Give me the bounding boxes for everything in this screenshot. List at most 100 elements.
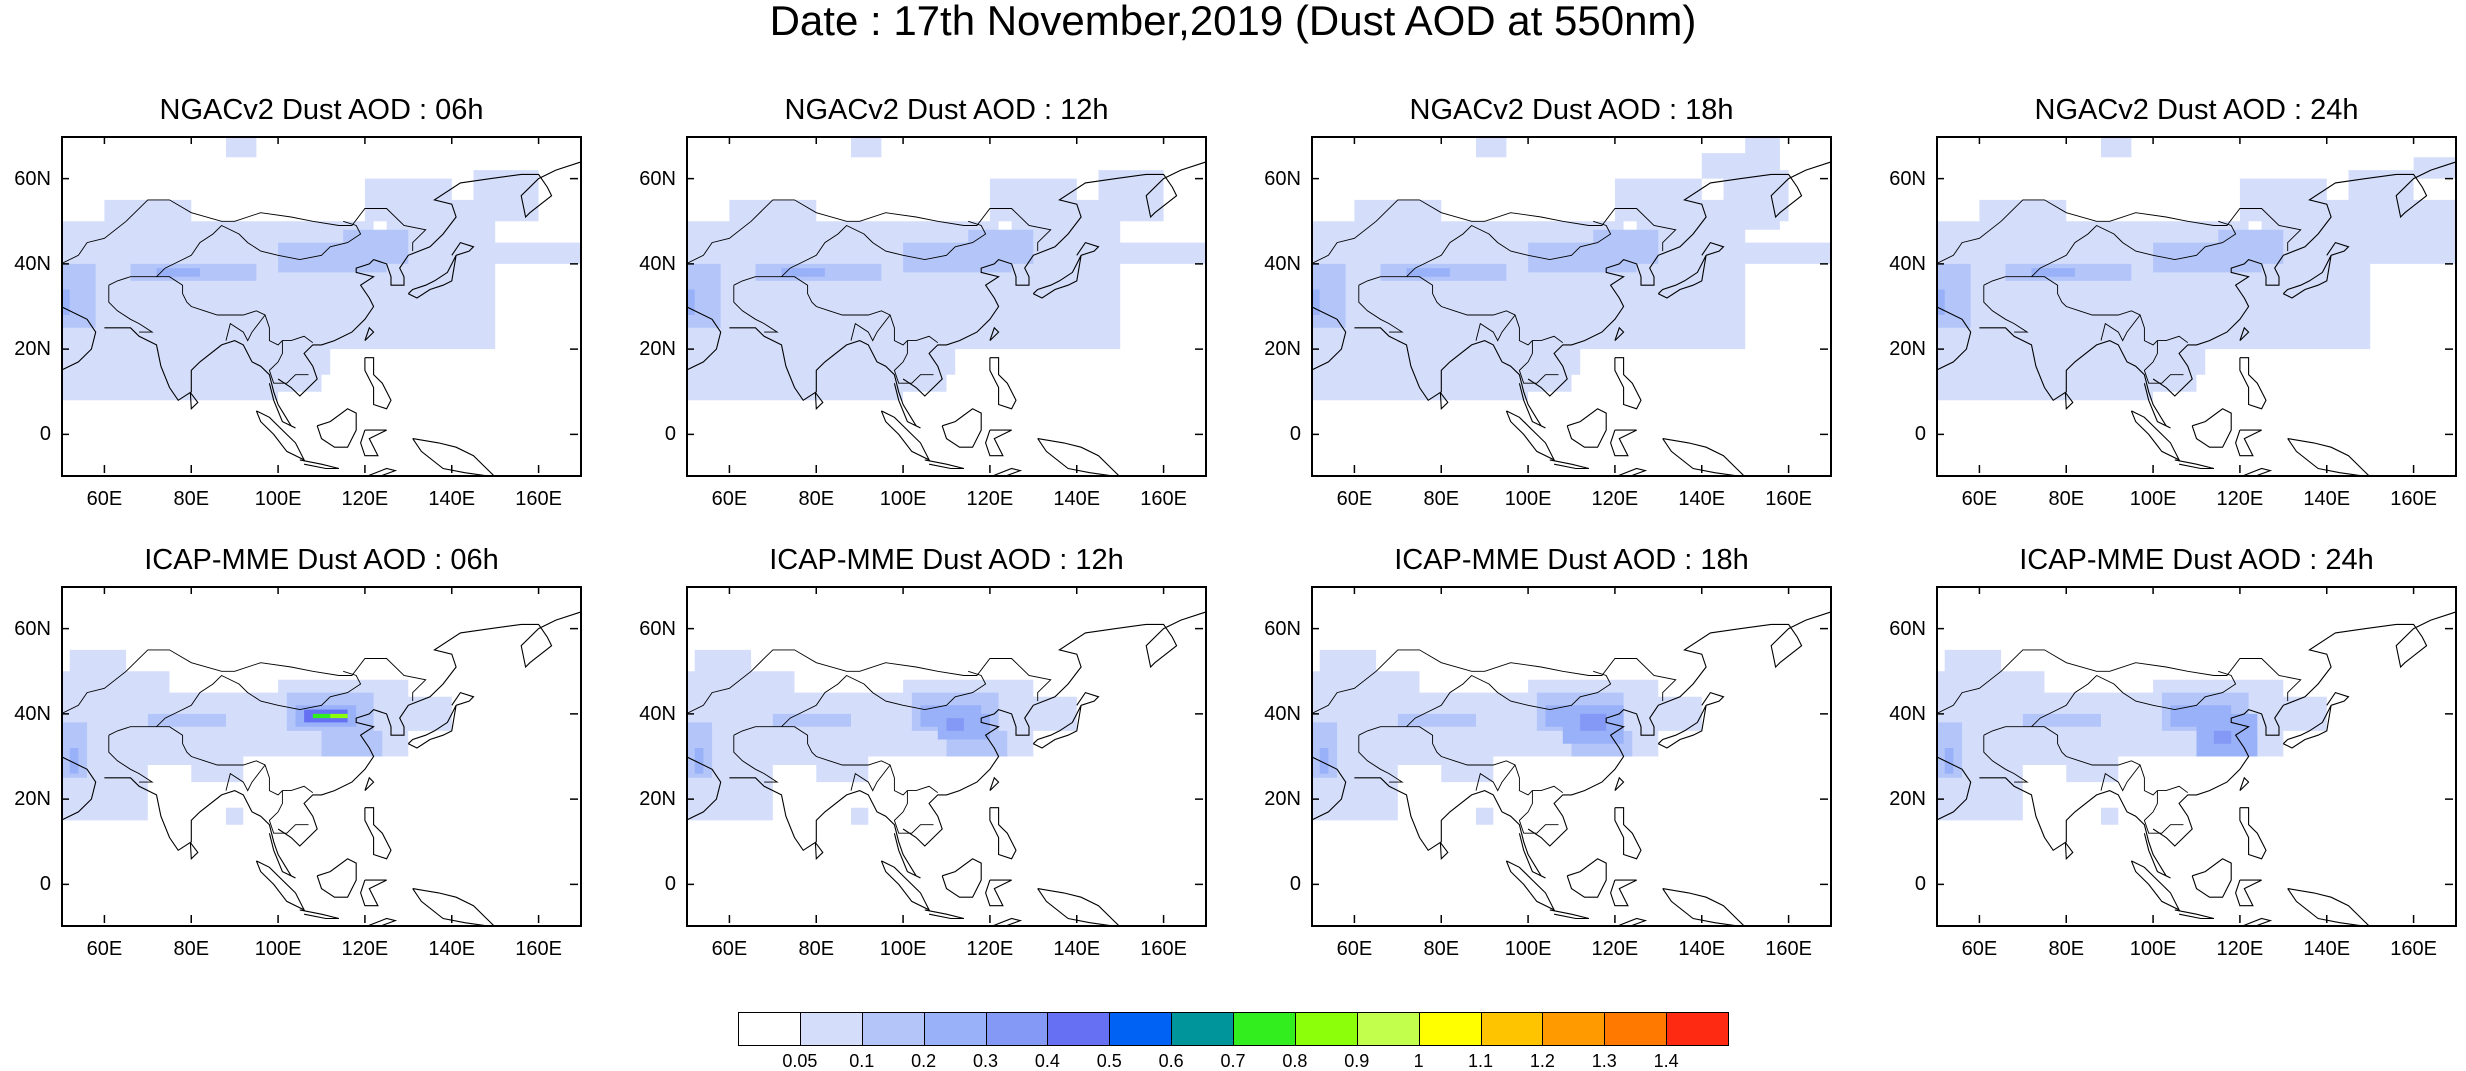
lon-tick-label: 160E (1765, 938, 1812, 960)
colorbar-label: 0.2 (911, 1051, 937, 1071)
coastline (1938, 306, 1972, 371)
coastline (1439, 842, 1449, 861)
coastline (1618, 917, 1648, 925)
lon-tick-label: 60E (1961, 488, 1998, 510)
colorbar-label: 0.3 (972, 1051, 999, 1071)
lat-tick-label: 60N (14, 167, 51, 190)
coastline (451, 691, 475, 706)
lon-tick-label: 140E (1053, 938, 1101, 960)
coastline (729, 777, 921, 879)
panel-title: ICAP-MME Dust AOD : 18h (1394, 544, 1749, 576)
lon-tick-label: 120E (341, 488, 389, 510)
dust-aod-map (1938, 138, 2455, 475)
country-border (108, 735, 154, 783)
coastline (985, 879, 1012, 907)
coastline (989, 807, 1017, 860)
coastline (924, 909, 965, 920)
lon-tick-label: 160E (515, 488, 562, 510)
coastline (2064, 392, 2074, 411)
country-border (1983, 735, 2029, 783)
country-border (63, 199, 427, 264)
coastline (2282, 255, 2332, 299)
coastline (63, 306, 97, 371)
colorbar-box (799, 1012, 863, 1046)
colorbar-box (861, 1012, 925, 1046)
coastline (1076, 241, 1100, 256)
panel-title: NGACv2 Dust AOD : 18h (1409, 94, 1734, 126)
colorbar-label: 1.4 (1653, 1051, 1679, 1071)
country-border (1475, 314, 1516, 342)
lat-tick-label: 20N (1889, 788, 1926, 811)
lat-tick-label: 20N (639, 338, 676, 361)
coastline (1527, 611, 1830, 847)
coastline (255, 860, 306, 912)
coastline (2243, 467, 2273, 475)
coastline (1354, 327, 1546, 429)
country-border (893, 340, 934, 384)
coastline (1662, 888, 1744, 925)
colorbar-label: 0.05 (782, 1051, 818, 1071)
colorbar-box (1233, 1012, 1296, 1046)
lon-tick-label: 140E (428, 488, 476, 510)
lon-tick-label: 100E (1504, 488, 1552, 510)
lon-tick-label: 80E (173, 938, 210, 960)
country-border (893, 790, 934, 834)
colorbar-box (985, 1012, 1049, 1046)
lon-tick-label: 160E (1140, 938, 1187, 960)
country-border (1313, 649, 1677, 714)
colorbar-box (1171, 1012, 1234, 1046)
lat-tick-label: 20N (14, 788, 51, 811)
lat-tick-label: 20N (14, 338, 51, 361)
aod-shading-level-4 (1580, 713, 1607, 731)
aod-shading-level-1 (63, 649, 452, 825)
aod-shading-level-1 (688, 649, 1077, 825)
lon-tick-label: 120E (2216, 938, 2264, 960)
lon-tick-label: 120E (966, 488, 1014, 510)
coastline (993, 917, 1023, 925)
lon-tick-label: 160E (1140, 488, 1187, 510)
coastline (1549, 909, 1590, 920)
lon-tick-label: 120E (1591, 938, 1639, 960)
coastline (1614, 807, 1642, 860)
lat-tick-label: 40N (639, 702, 676, 725)
lon-tick-label: 160E (515, 938, 562, 960)
coastline (360, 879, 387, 907)
coastline (277, 611, 580, 847)
country-border (268, 790, 309, 834)
country-border (1313, 199, 1677, 264)
coastline (1566, 408, 1607, 448)
lat-tick-label: 40N (1889, 702, 1926, 725)
coastline (1938, 756, 1972, 821)
country-border (688, 649, 1052, 714)
colorbar-box (1666, 1012, 1729, 1046)
lon-tick-label: 100E (254, 488, 302, 510)
lon-tick-label: 160E (1765, 488, 1812, 510)
aod-shading-level-3 (1319, 705, 1624, 774)
coastline (902, 611, 1205, 847)
lat-tick-label: 40N (1889, 252, 1926, 275)
coastline (993, 467, 1023, 475)
map-frame (1311, 586, 1832, 927)
coastline (2235, 879, 2262, 907)
country-border (1358, 735, 1404, 783)
country-border (1983, 726, 2189, 796)
colorbar-box (1480, 1012, 1544, 1046)
coastline (2326, 691, 2350, 706)
coastline (924, 459, 965, 470)
coastline (2326, 241, 2350, 256)
dust-aod-map (688, 138, 1205, 475)
coastline (255, 410, 306, 462)
lat-tick-label: 60N (1264, 167, 1301, 190)
coastline (989, 776, 1000, 791)
coastline (2130, 860, 2181, 912)
coastline (1701, 241, 1725, 256)
lon-tick-label: 140E (2303, 938, 2351, 960)
lon-tick-label: 80E (173, 488, 210, 510)
lat-tick-label: 40N (1264, 252, 1301, 275)
coastline (2174, 459, 2215, 470)
country-border (733, 285, 779, 333)
lon-tick-label: 140E (428, 938, 476, 960)
country-border (268, 340, 309, 384)
lat-tick-label: 20N (1264, 338, 1301, 361)
coastline (2239, 326, 2250, 341)
